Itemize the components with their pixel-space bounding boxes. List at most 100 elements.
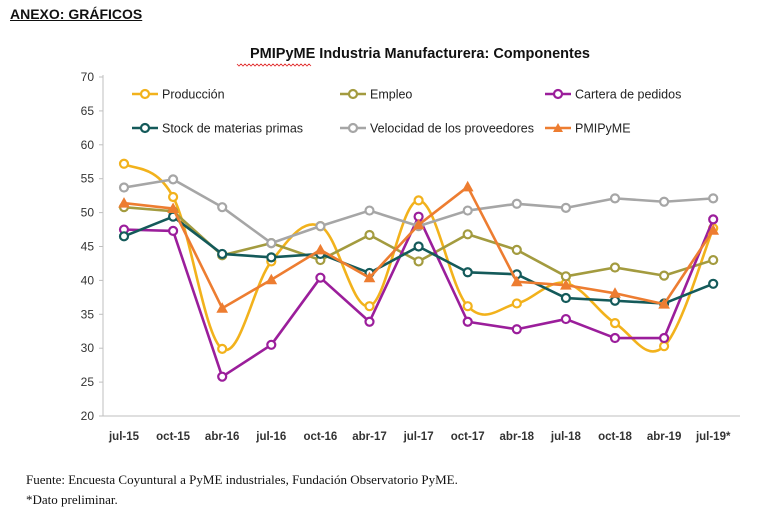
source-note: Fuente: Encuesta Coyuntural a PyME indus… <box>26 472 458 487</box>
y-tick-label: 70 <box>81 70 95 84</box>
data-point <box>266 238 277 249</box>
preliminary-note: *Dato preliminar. <box>26 492 118 507</box>
legend-label: Stock de materias primas <box>162 122 303 136</box>
legend-entry: Producción <box>132 88 225 102</box>
data-point <box>609 193 621 204</box>
data-point <box>609 295 621 306</box>
data-point <box>118 182 130 193</box>
legend-entry: PMIPyME <box>545 122 631 136</box>
data-point <box>364 229 375 241</box>
chart-title: PMIPyME Industria Manufacturera: Compone… <box>250 46 590 62</box>
spellcheck-squiggle <box>236 63 312 67</box>
y-tick-label: 35 <box>81 307 95 321</box>
data-point <box>708 193 719 204</box>
data-point <box>658 270 670 281</box>
data-point <box>168 225 179 237</box>
data-point <box>560 292 572 304</box>
data-point <box>462 301 473 312</box>
legend-label: PMIPyME <box>575 122 631 136</box>
legend-label: Producción <box>162 88 225 102</box>
data-point <box>461 180 474 192</box>
data-point <box>217 248 228 260</box>
data-point <box>658 196 670 207</box>
data-point <box>363 271 376 283</box>
data-point <box>364 205 375 216</box>
x-tick-label: abr-18 <box>500 431 535 443</box>
data-point <box>167 202 179 214</box>
series-line <box>123 178 714 245</box>
series-velocidad-de-los-proveedores <box>118 174 719 249</box>
x-tick-label: abr-19 <box>647 431 682 443</box>
data-point <box>560 313 572 325</box>
data-point <box>707 224 720 235</box>
data-point <box>413 195 424 206</box>
series-cartera-de-pedidos <box>118 211 719 382</box>
data-point <box>168 191 179 203</box>
data-point <box>609 262 621 273</box>
data-point <box>314 243 327 255</box>
data-point <box>708 214 719 225</box>
data-point <box>364 301 375 312</box>
data-point <box>364 316 375 327</box>
legend-entry: Cartera de pedidos <box>545 88 681 102</box>
data-point <box>266 339 277 350</box>
x-tick-label: oct-16 <box>303 431 337 443</box>
data-point <box>462 205 473 216</box>
data-point <box>511 198 522 209</box>
data-point <box>708 254 719 266</box>
x-tick-label: jul-19* <box>695 431 731 443</box>
data-point <box>118 158 130 169</box>
footnotes: Fuente: Encuesta Coyuntural a PyME indus… <box>26 470 458 510</box>
data-point <box>609 318 621 329</box>
legend-swatch-marker <box>139 122 151 134</box>
data-point <box>560 279 572 290</box>
data-point <box>413 256 424 267</box>
x-tick-label: jul-18 <box>550 431 582 443</box>
data-point <box>609 287 621 298</box>
y-tick-label: 60 <box>81 138 95 152</box>
data-point <box>118 231 130 242</box>
y-tick-label: 30 <box>81 341 95 355</box>
series-producci-n <box>118 158 719 354</box>
y-tick-label: 20 <box>81 409 95 423</box>
x-tick-label: abr-17 <box>352 431 387 443</box>
y-tick-label: 65 <box>81 104 95 118</box>
data-point <box>217 343 228 354</box>
x-tick-label: jul-15 <box>108 431 140 443</box>
legend-entry: Stock de materias primas <box>132 122 303 136</box>
page-heading: ANEXO: GRÁFICOS <box>10 6 143 22</box>
x-tick-label: oct-17 <box>451 431 485 443</box>
data-point <box>315 272 326 283</box>
data-point <box>510 275 523 287</box>
data-point <box>462 229 473 240</box>
data-point <box>266 252 277 263</box>
legend-entry: Velocidad de los proveedores <box>340 122 534 136</box>
series-pmipyme <box>118 180 720 313</box>
y-tick-label: 50 <box>81 206 95 220</box>
data-point <box>560 202 572 213</box>
legend-swatch-marker <box>139 88 151 100</box>
line-chart: PMIPyME Industria Manufacturera: Compone… <box>81 46 740 443</box>
x-tick-label: oct-15 <box>156 431 190 443</box>
y-tick-label: 55 <box>81 172 95 186</box>
legend-label: Empleo <box>370 88 412 102</box>
data-point <box>265 273 278 285</box>
data-point <box>511 324 522 335</box>
data-point <box>413 241 424 252</box>
data-point <box>658 341 670 352</box>
data-point <box>708 278 719 289</box>
data-point <box>217 371 228 382</box>
data-point <box>511 298 522 309</box>
legend-entry: Empleo <box>340 88 412 102</box>
data-point <box>658 298 670 309</box>
data-point <box>315 221 326 232</box>
legend-label: Cartera de pedidos <box>575 88 681 102</box>
data-point <box>462 267 473 278</box>
data-point <box>118 197 130 208</box>
x-tick-label: oct-18 <box>598 431 632 443</box>
x-tick-label: jul-17 <box>403 431 434 443</box>
legend-swatch-marker <box>553 123 563 132</box>
legend-label: Velocidad de los proveedores <box>370 122 534 136</box>
legend-swatch-marker <box>347 88 359 100</box>
data-point <box>216 302 229 313</box>
